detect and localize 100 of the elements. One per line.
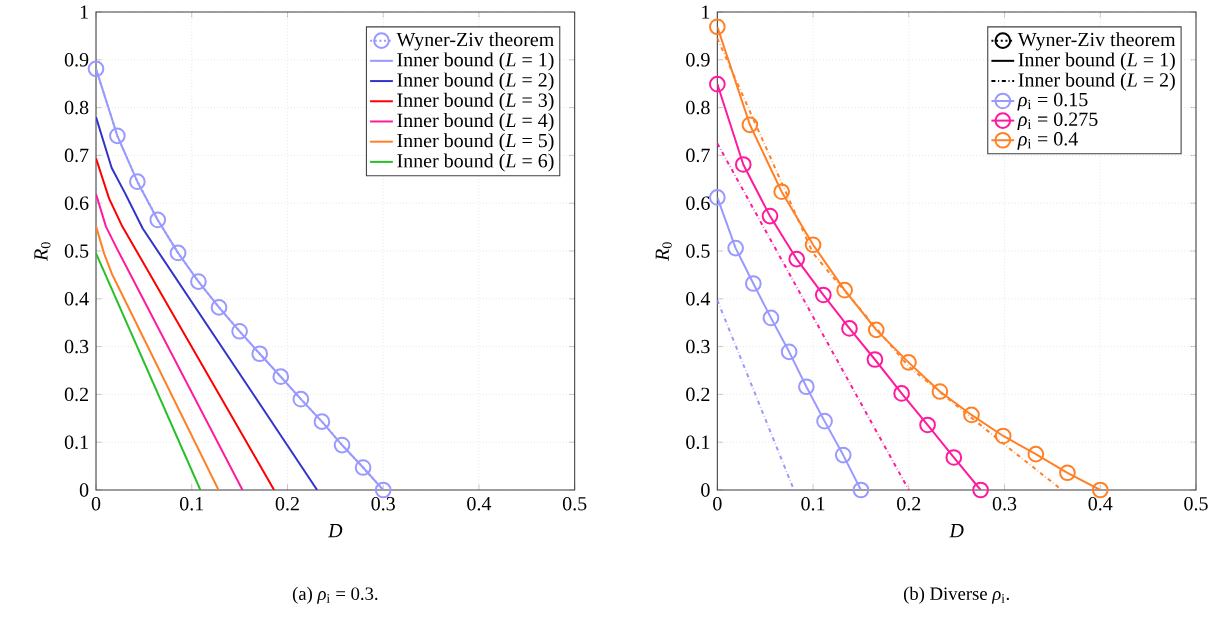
line-series <box>96 225 220 490</box>
point <box>109 127 126 145</box>
y-tick-label: 0.3 <box>686 339 710 354</box>
point <box>816 412 833 430</box>
point <box>963 406 980 424</box>
x-tick-label: 0.2 <box>275 496 299 511</box>
point <box>834 446 852 464</box>
y-tick-label: 0.3 <box>64 339 89 354</box>
y-tick-label: 0.2 <box>64 387 88 402</box>
y-tick-label: 0.1 <box>64 435 88 449</box>
point <box>788 250 806 268</box>
legend-label: Inner bound (L = 2) <box>397 72 554 91</box>
point <box>210 299 228 316</box>
point <box>1059 464 1076 482</box>
point <box>893 385 910 402</box>
y-tick-label: 0.5 <box>64 244 89 258</box>
point <box>745 275 762 292</box>
point <box>852 481 870 499</box>
y-tick-label: 0 <box>701 483 710 497</box>
y-tick-label: 0.4 <box>686 292 711 306</box>
y-tick-label: 0.1 <box>686 435 710 449</box>
legend-label: ρ$_{i}$ = 0.15 <box>1017 92 1088 111</box>
y-tick-label: 0.8 <box>686 100 710 115</box>
legend-label: Wyner-Ziv theorem <box>396 32 554 51</box>
y-tick-label: 1 <box>80 5 88 19</box>
legend-label: ρ$_{i}$ = 0.275 <box>1017 112 1098 131</box>
point <box>149 211 167 229</box>
point <box>734 156 752 173</box>
point <box>129 173 146 191</box>
point <box>804 236 822 254</box>
point <box>931 383 949 400</box>
point <box>87 60 105 78</box>
x-tick-label: 0.4 <box>467 496 492 511</box>
y-tick-label: 0.9 <box>64 53 89 67</box>
point <box>231 322 248 340</box>
point <box>866 351 884 368</box>
line-series <box>96 157 276 490</box>
point <box>354 459 372 476</box>
y-tick-label: 0.5 <box>686 244 710 258</box>
legend-label: Wyner-Ziv theorem <box>1017 32 1176 51</box>
y-tick-label: 0.2 <box>686 387 710 402</box>
y-axis-title: R$_{0}$ <box>655 242 672 262</box>
y-tick-label: 0.4 <box>64 292 89 306</box>
text: (a) ρ$_{i}$ = 0.3. <box>292 586 378 604</box>
point <box>994 427 1012 445</box>
line-series <box>96 116 319 490</box>
point <box>272 368 290 386</box>
x-tick-label: 0.4 <box>1088 496 1113 511</box>
legend-label: Inner bound (L = 6) <box>397 153 554 172</box>
point <box>780 343 798 361</box>
y-tick-label: 0.7 <box>686 148 710 163</box>
x-axis-title: D <box>949 524 964 538</box>
point <box>900 354 917 371</box>
point <box>741 116 759 134</box>
line-series <box>96 193 244 490</box>
point <box>945 449 963 466</box>
point <box>972 481 989 499</box>
x-tick-label: 0.5 <box>562 496 587 511</box>
legend-label: Inner bound (L = 2) <box>1018 72 1175 91</box>
y-tick-label: 0.8 <box>64 100 89 115</box>
y-axis-title: R$_{0}$ <box>34 242 51 262</box>
legend-label: Inner bound (L = 4) <box>397 113 554 132</box>
point <box>313 413 331 430</box>
x-tick-label: 0.1 <box>179 496 204 511</box>
point <box>709 75 726 93</box>
point <box>190 273 207 290</box>
x-tick-label: 0 <box>91 496 101 511</box>
point <box>841 320 858 337</box>
point <box>867 321 885 339</box>
x-tick-label: 0.3 <box>992 496 1017 511</box>
point <box>251 345 269 363</box>
x-tick-label: 0.5 <box>1184 496 1208 511</box>
legend-label: Inner bound (L = 5) <box>397 133 554 152</box>
point <box>1027 445 1045 463</box>
x-tick-label: 0 <box>713 496 722 511</box>
legend-label: ρ$_{i}$ = 0.4 <box>1017 132 1078 150</box>
x-axis-title: D <box>327 524 343 538</box>
y-tick-label: 1 <box>702 5 710 19</box>
y-tick-label: 0.6 <box>64 196 89 210</box>
text: (b) Diverse ρ$_{i}$. <box>903 586 1009 604</box>
point <box>761 207 779 225</box>
x-tick-label: 0.3 <box>371 496 395 511</box>
y-tick-label: 0.7 <box>64 148 89 163</box>
y-tick-label: 0.9 <box>686 53 710 67</box>
x-tick-label: 0.1 <box>801 496 825 511</box>
point <box>709 189 726 206</box>
x-tick-label: 0.2 <box>897 496 921 511</box>
point <box>798 378 815 396</box>
point <box>762 309 780 327</box>
point <box>169 244 187 262</box>
point <box>709 18 726 36</box>
point <box>836 281 853 299</box>
legend-label: Inner bound (L = 1) <box>397 52 554 71</box>
point <box>814 286 832 304</box>
legend-label: Inner bound (L = 3) <box>397 92 554 111</box>
point <box>333 436 351 454</box>
y-tick-label: 0.6 <box>686 196 710 210</box>
y-tick-label: 0 <box>79 483 89 497</box>
point <box>292 390 310 408</box>
legend-label: Inner bound (L = 1) <box>1018 52 1175 71</box>
